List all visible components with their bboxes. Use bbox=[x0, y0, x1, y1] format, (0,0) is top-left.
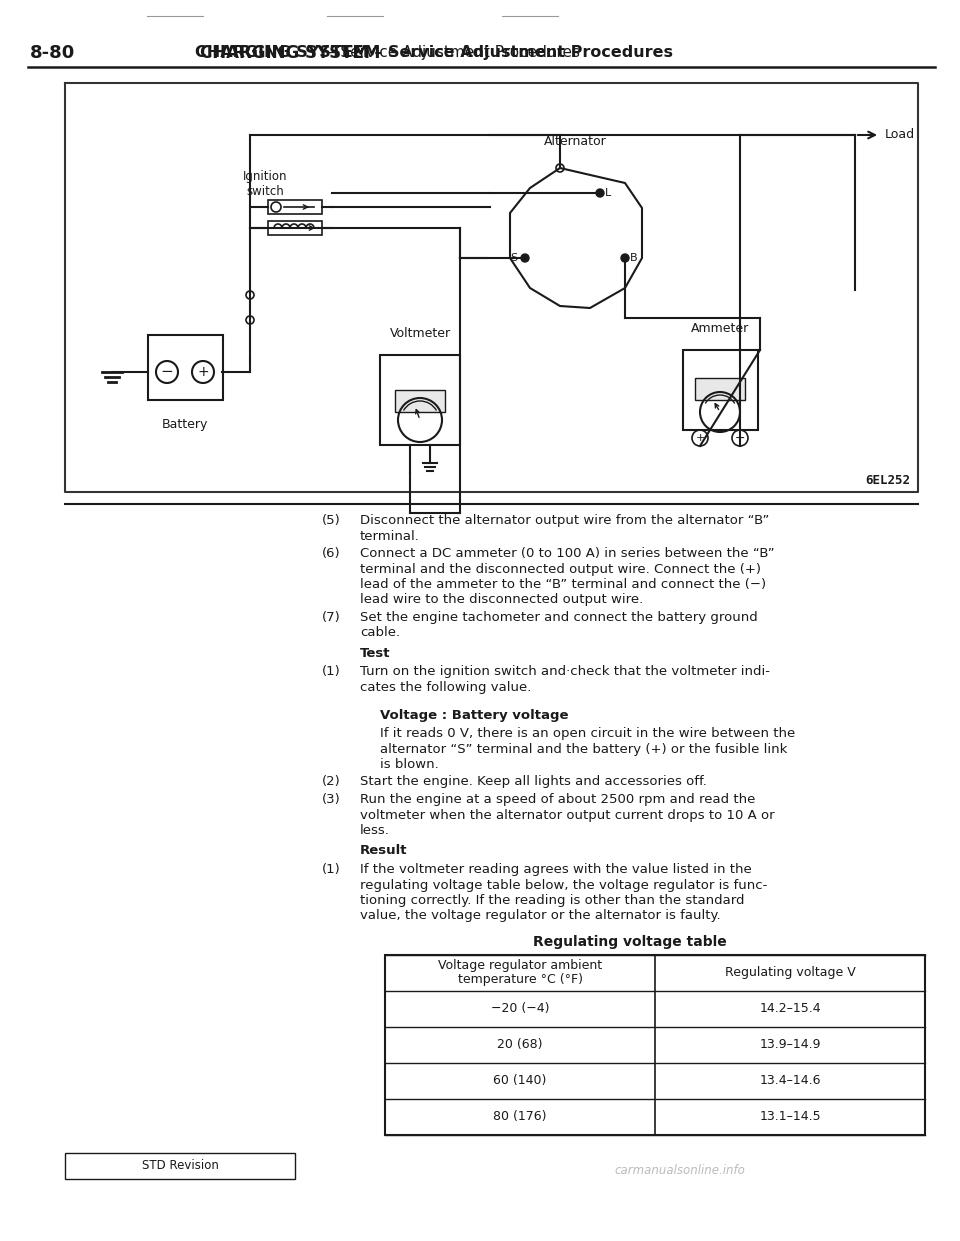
Bar bbox=[385, 954, 925, 1134]
Text: 8-80: 8-80 bbox=[30, 43, 75, 62]
Text: Disconnect the alternator output wire from the alternator “B”: Disconnect the alternator output wire fr… bbox=[360, 514, 769, 527]
Text: −: − bbox=[160, 365, 174, 380]
Text: 20 (68): 20 (68) bbox=[497, 1037, 542, 1051]
Text: voltmeter when the alternator output current drops to 10 A or: voltmeter when the alternator output cur… bbox=[360, 808, 775, 822]
Text: 13.4–14.6: 13.4–14.6 bbox=[759, 1073, 821, 1087]
Text: (1): (1) bbox=[322, 862, 341, 876]
Text: less.: less. bbox=[360, 824, 390, 836]
Bar bbox=[148, 335, 223, 400]
Text: Voltage : Battery voltage: Voltage : Battery voltage bbox=[380, 709, 568, 721]
Text: 14.2–15.4: 14.2–15.4 bbox=[759, 1001, 821, 1015]
Text: Regulating voltage table: Regulating voltage table bbox=[533, 934, 727, 949]
Text: (5): (5) bbox=[322, 514, 341, 527]
Text: Alternator: Alternator bbox=[543, 135, 607, 148]
Text: cates the following value.: cates the following value. bbox=[360, 681, 532, 694]
Text: lead wire to the disconnected output wire.: lead wire to the disconnected output wir… bbox=[360, 593, 643, 607]
Text: (3): (3) bbox=[322, 793, 341, 805]
Circle shape bbox=[621, 254, 629, 262]
Text: tioning correctly. If the reading is other than the standard: tioning correctly. If the reading is oth… bbox=[360, 894, 745, 907]
Text: lead of the ammeter to the “B” terminal and connect the (−): lead of the ammeter to the “B” terminal … bbox=[360, 578, 766, 591]
Polygon shape bbox=[510, 168, 642, 308]
Text: Regulating voltage V: Regulating voltage V bbox=[725, 965, 855, 979]
Text: −20 (−4): −20 (−4) bbox=[491, 1001, 549, 1015]
Text: 6EL252: 6EL252 bbox=[865, 474, 910, 486]
Text: −: − bbox=[734, 432, 745, 444]
Text: If the voltmeter reading agrees with the value listed in the: If the voltmeter reading agrees with the… bbox=[360, 862, 752, 876]
Text: Voltmeter: Voltmeter bbox=[390, 326, 450, 340]
Text: alternator “S” terminal and the battery (+) or the fusible link: alternator “S” terminal and the battery … bbox=[380, 742, 787, 756]
Text: Run the engine at a speed of about 2500 rpm and read the: Run the engine at a speed of about 2500 … bbox=[360, 793, 756, 805]
Text: value, the voltage regulator or the alternator is faulty.: value, the voltage regulator or the alte… bbox=[360, 910, 721, 922]
Circle shape bbox=[596, 189, 604, 197]
Text: S: S bbox=[510, 253, 517, 263]
Text: – Service Adjustment Procedures: – Service Adjustment Procedures bbox=[323, 46, 580, 61]
Text: 60 (140): 60 (140) bbox=[493, 1073, 546, 1087]
Text: terminal and the disconnected output wire. Connect the (+): terminal and the disconnected output wir… bbox=[360, 562, 761, 576]
Text: (1): (1) bbox=[322, 665, 341, 679]
Text: +: + bbox=[197, 365, 209, 379]
Text: Connect a DC ammeter (0 to 100 A) in series between the “B”: Connect a DC ammeter (0 to 100 A) in ser… bbox=[360, 547, 775, 560]
Text: Test: Test bbox=[360, 647, 391, 660]
Circle shape bbox=[521, 254, 529, 262]
Text: Load: Load bbox=[885, 129, 915, 141]
Bar bbox=[65, 1153, 295, 1179]
Text: Set the engine tachometer and connect the battery ground: Set the engine tachometer and connect th… bbox=[360, 611, 757, 624]
Text: Start the engine. Keep all lights and accessories off.: Start the engine. Keep all lights and ac… bbox=[360, 776, 707, 788]
Text: carmanualsonline.info: carmanualsonline.info bbox=[614, 1164, 745, 1176]
Bar bbox=[683, 350, 758, 429]
Text: (6): (6) bbox=[322, 547, 341, 560]
Text: regulating voltage table below, the voltage regulator is func-: regulating voltage table below, the volt… bbox=[360, 879, 767, 891]
Text: If it reads 0 V, there is an open circuit in the wire between the: If it reads 0 V, there is an open circui… bbox=[380, 727, 795, 740]
Text: Turn on the ignition switch and·check that the voltmeter indi-: Turn on the ignition switch and·check th… bbox=[360, 665, 770, 679]
Text: Ammeter: Ammeter bbox=[691, 321, 749, 335]
Text: cable.: cable. bbox=[360, 627, 400, 639]
Text: CHARGING SYSTEM – Service Adjustment Procedures: CHARGING SYSTEM – Service Adjustment Pro… bbox=[195, 46, 673, 61]
Text: 80 (176): 80 (176) bbox=[493, 1109, 547, 1123]
Bar bbox=[380, 355, 460, 446]
Bar bbox=[268, 200, 322, 213]
Text: CHARGING SYSTEM: CHARGING SYSTEM bbox=[200, 43, 380, 62]
Text: is blown.: is blown. bbox=[380, 758, 439, 771]
Text: 13.9–14.9: 13.9–14.9 bbox=[759, 1037, 821, 1051]
Bar bbox=[268, 221, 322, 235]
Text: 13.1–14.5: 13.1–14.5 bbox=[759, 1109, 821, 1123]
Text: Ignition
switch: Ignition switch bbox=[243, 170, 287, 199]
Text: Battery: Battery bbox=[162, 418, 208, 431]
Bar bbox=[695, 379, 745, 400]
Text: +: + bbox=[695, 433, 705, 443]
Text: L: L bbox=[605, 187, 612, 199]
Text: Voltage regulator ambient
temperature °C (°F): Voltage regulator ambient temperature °C… bbox=[438, 958, 602, 987]
Text: B: B bbox=[630, 253, 637, 263]
Text: terminal.: terminal. bbox=[360, 530, 420, 542]
Bar bbox=[395, 390, 445, 412]
Text: STD Revision: STD Revision bbox=[141, 1159, 219, 1172]
Text: (7): (7) bbox=[322, 611, 341, 624]
Text: (2): (2) bbox=[322, 776, 341, 788]
Text: Result: Result bbox=[360, 844, 407, 858]
